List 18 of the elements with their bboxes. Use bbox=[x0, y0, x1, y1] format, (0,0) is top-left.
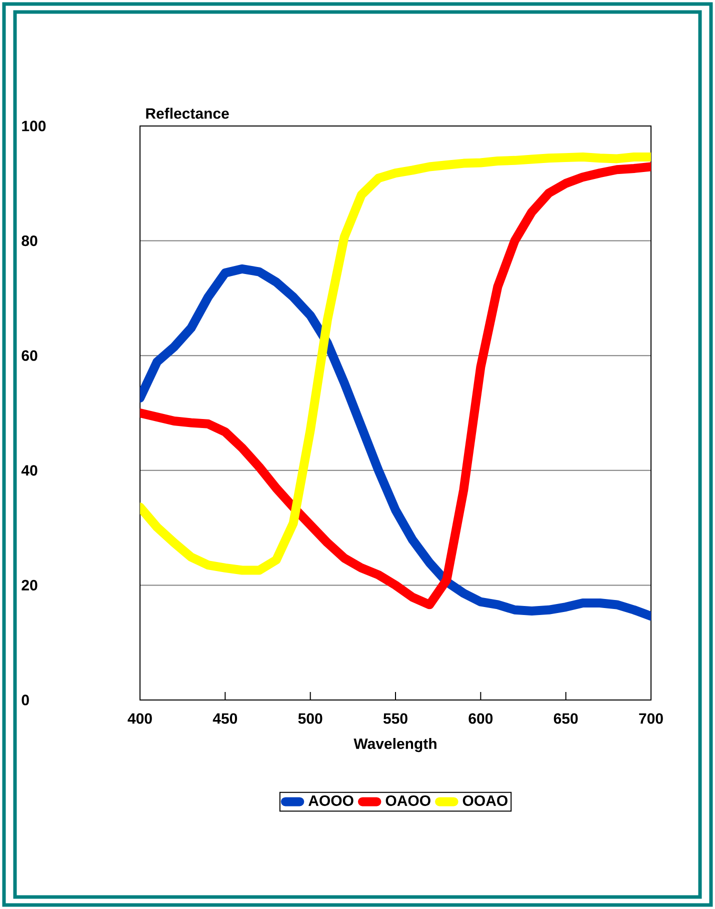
x-tick-label: 700 bbox=[639, 713, 663, 724]
y-tick-label: 0 bbox=[22, 694, 29, 706]
x-tick-label: 450 bbox=[212, 713, 238, 724]
x-tick-label: 400 bbox=[128, 713, 152, 724]
legend-label: AOOO bbox=[308, 795, 354, 806]
x-tick-label: 500 bbox=[298, 713, 322, 724]
legend-label: OOAO bbox=[462, 795, 508, 806]
legend-label: OAOO bbox=[386, 795, 430, 806]
y-tick-label: 100 bbox=[22, 120, 46, 132]
x-axis-title: Wavelength bbox=[354, 738, 436, 752]
y-axis-title: Reflectance bbox=[146, 108, 229, 119]
x-tick-label: 650 bbox=[554, 713, 578, 724]
x-tick-label: 550 bbox=[383, 713, 408, 724]
y-tick-label: 60 bbox=[22, 350, 38, 361]
y-tick-label: 40 bbox=[21, 465, 38, 476]
y-tick-label: 80 bbox=[22, 235, 38, 246]
y-tick-label: 20 bbox=[22, 580, 38, 590]
x-tick-label: 600 bbox=[468, 713, 493, 724]
